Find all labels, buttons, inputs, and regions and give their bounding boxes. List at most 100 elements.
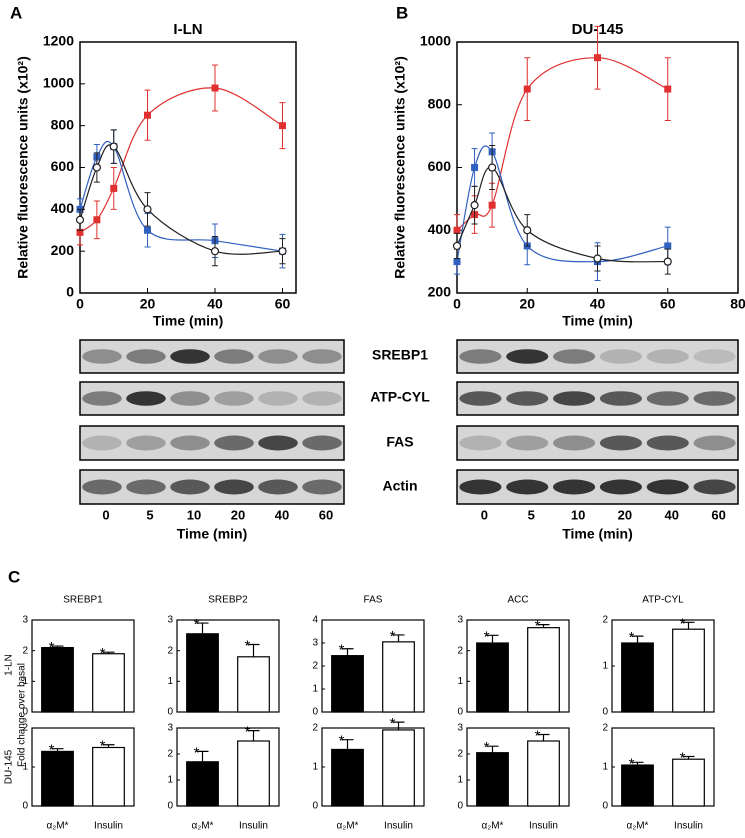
y-tick-label: 2: [312, 723, 318, 734]
chart-title: SREBP1: [63, 595, 103, 606]
significance-mark: *: [100, 738, 106, 755]
bar: [527, 627, 560, 713]
plot-frame: [176, 619, 280, 713]
blot-band: [459, 435, 502, 451]
bar: [237, 740, 270, 807]
blot-band: [82, 391, 122, 406]
y-tick-label: 800: [428, 95, 452, 111]
plot-frame: [31, 619, 135, 713]
blot-image: [79, 381, 345, 416]
bar: [621, 642, 654, 713]
x-tick-label: Insulin: [239, 821, 268, 832]
x-tick-label: Insulin: [674, 821, 703, 832]
bar: [382, 641, 415, 713]
lane-label: 60: [319, 507, 333, 522]
y-tick-label: 0: [602, 707, 608, 718]
x-axis-label: Time (min): [562, 313, 633, 329]
significance-mark: *: [535, 727, 541, 744]
point: [488, 163, 497, 172]
y-tick-label: 3: [22, 615, 28, 626]
error-bar: [196, 750, 209, 762]
blot-band: [599, 435, 642, 451]
panel-label: B: [396, 3, 408, 22]
y-tick-label: 1: [167, 775, 173, 786]
error-bar: [247, 643, 260, 657]
significance-mark: *: [194, 744, 200, 761]
y-tick-label: 1200: [43, 33, 74, 49]
significance-mark: *: [194, 616, 200, 633]
significance-mark: *: [245, 638, 251, 655]
point: [488, 201, 496, 209]
y-tick-label: 3: [457, 723, 463, 734]
point: [92, 163, 101, 172]
significance-mark: *: [629, 755, 635, 772]
row-label: 1-LN: [4, 654, 15, 676]
blot-image: [79, 425, 345, 461]
point: [523, 85, 531, 93]
lane-label: 0: [481, 507, 488, 522]
y-tick-label: 0: [457, 801, 463, 812]
blot-band: [553, 435, 596, 451]
blot-band: [693, 349, 736, 364]
series-line: [456, 57, 668, 231]
y-tick-label: 2: [312, 661, 318, 672]
significance-mark: *: [390, 715, 396, 732]
lane-label: 5: [146, 507, 153, 522]
x-tick-label: 80: [730, 296, 745, 312]
error-bar: [486, 745, 499, 753]
y-tick-label: 3: [457, 615, 463, 626]
blot-band: [506, 479, 549, 495]
chart-title: SREBP2: [208, 595, 248, 606]
chart-title: ACC: [507, 595, 528, 606]
significance-mark: *: [245, 724, 251, 741]
significance-mark: *: [535, 618, 541, 635]
blot-band: [693, 391, 736, 406]
x-tick-label: 0: [76, 296, 84, 312]
y-tick-label: 2: [22, 723, 28, 734]
y-tick-label: 1: [312, 762, 318, 773]
y-tick-label: 1000: [420, 33, 451, 49]
error-bar: [341, 739, 354, 750]
x-tick-label: α₂M*: [192, 821, 214, 832]
error-bar: [51, 645, 64, 648]
point: [144, 226, 151, 234]
y-tick-label: 0: [167, 801, 173, 812]
y-tick-label: 1: [457, 775, 463, 786]
blot-band: [82, 479, 122, 495]
point: [470, 201, 479, 210]
x-tick-label: α₂M*: [337, 821, 359, 832]
x-tick-label: Insulin: [529, 821, 558, 832]
x-tick-label: 60: [660, 296, 676, 312]
blot-band: [506, 435, 549, 451]
bar: [41, 646, 74, 713]
error-bar: [196, 622, 209, 634]
y-tick-label: 3: [312, 638, 318, 649]
error-bar: [537, 733, 550, 741]
blot-band: [170, 479, 210, 495]
blot-band: [214, 391, 254, 406]
point: [143, 205, 152, 214]
point: [452, 241, 462, 251]
x-tick-label: 60: [275, 296, 291, 312]
y-tick-label: 1000: [43, 75, 74, 91]
lane-label: 40: [665, 507, 679, 522]
blot-band: [170, 391, 210, 406]
blot-band: [258, 349, 298, 364]
bar: [672, 628, 705, 713]
point: [278, 247, 287, 256]
blot-band: [459, 391, 502, 406]
blot-band: [126, 435, 166, 451]
bar: [92, 746, 125, 807]
lane-label: 20: [618, 507, 632, 522]
blot-band: [82, 435, 122, 451]
lane-label: 60: [711, 507, 725, 522]
chart-title: I-LN: [173, 21, 202, 38]
y-tick-label: 1: [602, 661, 608, 672]
y-tick-label: 600: [51, 158, 75, 174]
blot-band: [214, 479, 254, 495]
blot-band: [126, 349, 166, 364]
blot-band: [599, 479, 642, 495]
error-bar: [682, 755, 695, 760]
lane-label: 10: [571, 507, 585, 522]
blot-band: [693, 479, 736, 495]
